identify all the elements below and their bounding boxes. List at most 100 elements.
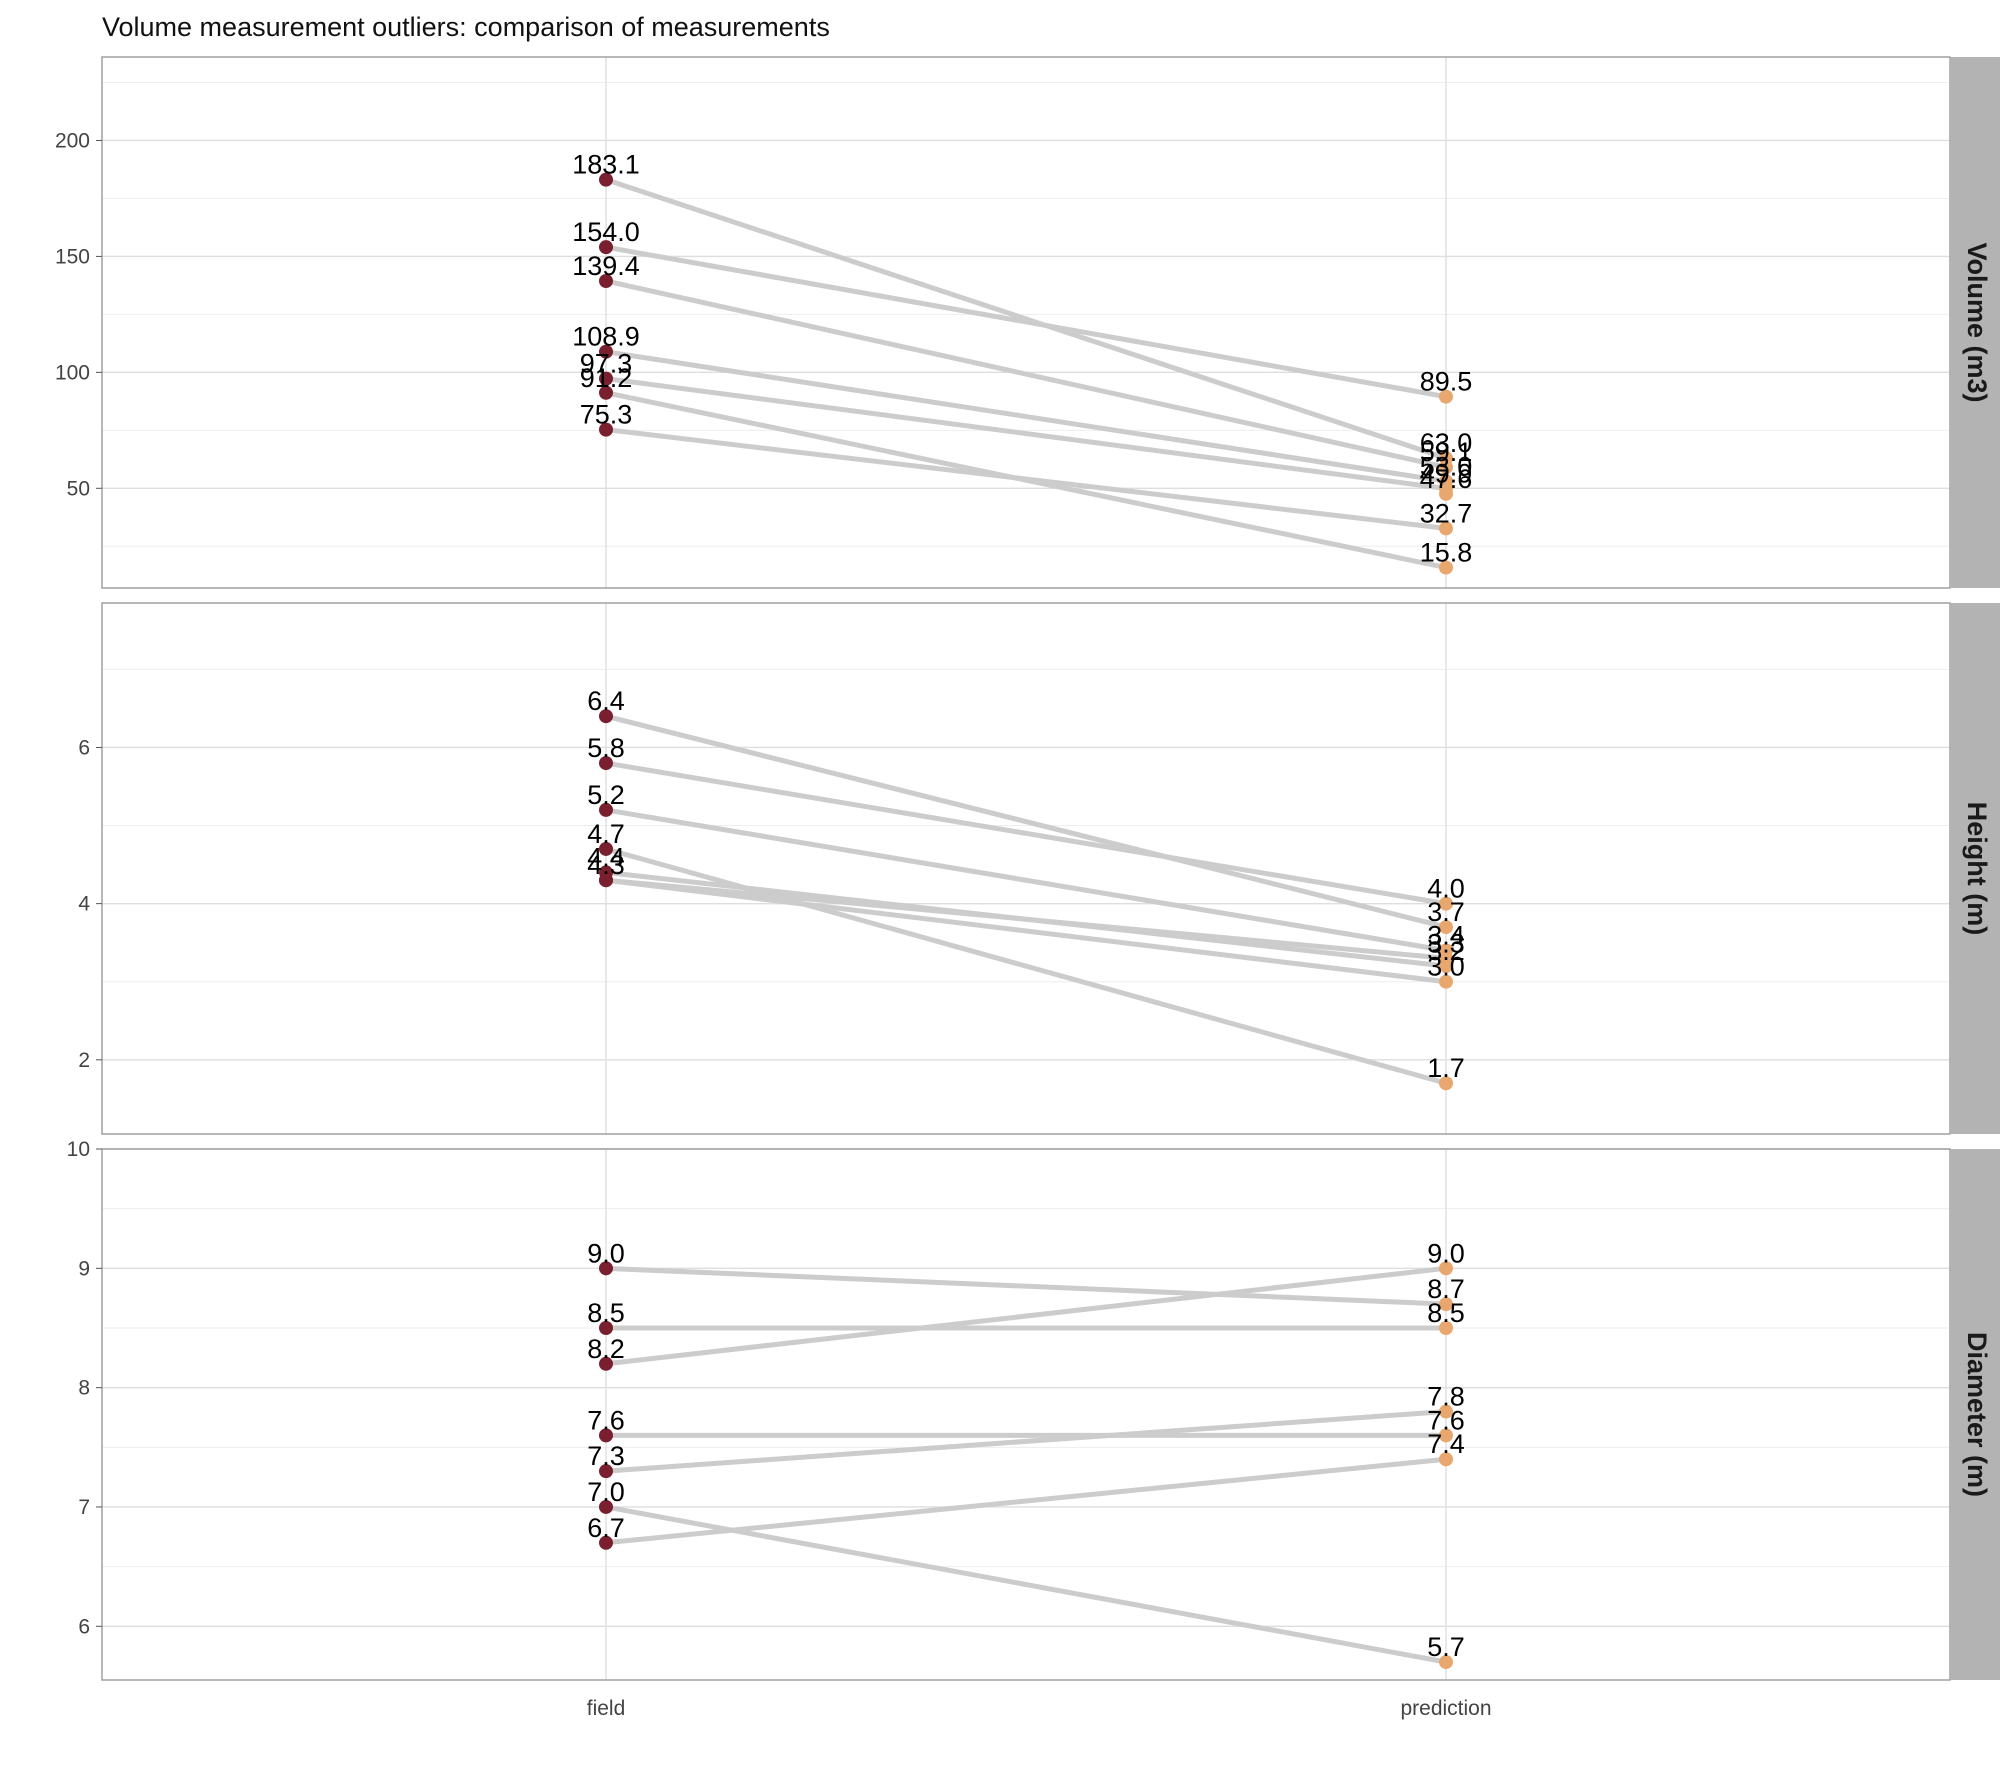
- chart-title: Volume measurement outliers: comparison …: [102, 12, 830, 42]
- connector-line: [603, 1456, 1449, 1546]
- field-point: [599, 385, 613, 400]
- y-tick-label: 200: [55, 129, 90, 152]
- connector-line: [603, 1265, 1449, 1307]
- field-point: [599, 1261, 613, 1276]
- x-tick-label-field: field: [587, 1697, 626, 1720]
- prediction-point: [1439, 1320, 1453, 1335]
- prediction-data-label: 59.1: [1420, 437, 1473, 467]
- prediction-point: [1439, 896, 1453, 911]
- prediction-data-label: 8.5: [1427, 1298, 1465, 1328]
- prediction-point: [1439, 951, 1453, 966]
- connector-line: [603, 427, 1449, 531]
- connector-line: [603, 349, 1449, 484]
- connector-line: [603, 244, 1449, 400]
- field-data-label: 5.2: [587, 780, 625, 810]
- y-tick-label: 2: [78, 1049, 90, 1072]
- connector-line: [603, 760, 1449, 907]
- y-tick-label: 10: [67, 1138, 90, 1161]
- connector-line: [603, 877, 1449, 985]
- field-point: [599, 273, 613, 288]
- prediction-data-label: 15.8: [1420, 538, 1473, 568]
- prediction-point: [1439, 486, 1453, 501]
- field-data-label: 9.0: [587, 1238, 625, 1268]
- field-data-label: 4.4: [587, 842, 625, 872]
- facet-panel-0: 50 100 150 200 Volume (m3) 183.1 63.0 154.0 89.5…: [55, 56, 2000, 589]
- field-point: [599, 873, 613, 888]
- y-tick-label: 9: [78, 1257, 90, 1280]
- field-data-label: 7.6: [587, 1405, 625, 1435]
- prediction-data-label: 7.4: [1427, 1429, 1465, 1459]
- y-tick-label: 100: [55, 361, 90, 384]
- y-tick-label: 8: [78, 1377, 90, 1400]
- prediction-data-label: 32.7: [1420, 498, 1473, 528]
- panel-background: [102, 603, 1950, 1134]
- field-data-label: 6.4: [587, 686, 625, 716]
- field-data-label: 8.5: [587, 1298, 625, 1328]
- facet-strip-label: Height (m): [1962, 802, 1992, 935]
- y-tick-label: 7: [78, 1496, 90, 1519]
- prediction-point: [1439, 1076, 1453, 1091]
- field-point: [599, 1356, 613, 1371]
- prediction-data-label: 3.3: [1427, 928, 1465, 958]
- field-point: [599, 422, 613, 437]
- prediction-data-label: 63.0: [1420, 428, 1473, 458]
- prediction-point: [1439, 1261, 1453, 1276]
- facet-strip-label: Volume (m3): [1962, 242, 1992, 402]
- prediction-data-label: 1.7: [1427, 1053, 1465, 1083]
- prediction-data-label: 47.6: [1420, 464, 1473, 494]
- prediction-point: [1439, 974, 1453, 989]
- y-tick-label: 6: [78, 736, 90, 759]
- facet-strip: [1950, 1149, 2000, 1680]
- prediction-data-label: 9.0: [1427, 1238, 1465, 1268]
- y-tick-label: 6: [78, 1615, 90, 1638]
- prediction-data-label: 53.0: [1420, 451, 1473, 481]
- field-data-label: 5.8: [587, 733, 625, 763]
- prediction-data-label: 3.0: [1427, 952, 1465, 982]
- prediction-data-label: 3.4: [1427, 920, 1465, 950]
- field-point: [599, 1320, 613, 1335]
- field-point: [599, 756, 613, 771]
- prediction-point: [1439, 1655, 1453, 1670]
- x-axis: field prediction: [587, 1697, 1492, 1720]
- connector-line: [603, 278, 1449, 470]
- field-data-label: 4.3: [587, 850, 625, 880]
- field-point: [599, 802, 613, 817]
- field-data-label: 91.2: [580, 363, 633, 393]
- y-tick-label: 150: [55, 245, 90, 268]
- prediction-data-label: 3.2: [1427, 936, 1465, 966]
- field-point: [599, 841, 613, 856]
- facet-strip: [1950, 603, 2000, 1134]
- connector-line: [603, 713, 1449, 930]
- prediction-data-label: 89.5: [1420, 367, 1473, 397]
- facet-strip-label: Diameter (m): [1962, 1332, 1992, 1497]
- y-tick-label: 50: [67, 477, 90, 500]
- field-data-label: 8.2: [587, 1334, 625, 1364]
- field-point: [599, 709, 613, 724]
- y-tick-label: 4: [78, 893, 90, 916]
- prediction-data-label: 3.7: [1427, 897, 1465, 927]
- facet-strip: [1950, 57, 2000, 588]
- connector-line: [603, 177, 1449, 461]
- prediction-point: [1439, 1428, 1453, 1443]
- field-point: [599, 240, 613, 255]
- prediction-data-label: 4.0: [1427, 874, 1465, 904]
- prediction-data-label: 7.8: [1427, 1382, 1465, 1412]
- field-data-label: 4.7: [587, 819, 625, 849]
- connector-line: [603, 376, 1449, 492]
- prediction-point: [1439, 1452, 1453, 1467]
- prediction-point: [1439, 920, 1453, 935]
- connector-line: [603, 1409, 1449, 1474]
- prediction-point: [1439, 460, 1453, 475]
- field-data-label: 108.9: [572, 322, 640, 352]
- connector-line: [603, 1504, 1449, 1665]
- field-point: [599, 1499, 613, 1514]
- x-tick-label-prediction: prediction: [1400, 1697, 1491, 1720]
- prediction-point: [1439, 1404, 1453, 1419]
- field-point: [599, 1535, 613, 1550]
- field-data-label: 6.7: [587, 1513, 625, 1543]
- field-point: [599, 371, 613, 386]
- field-point: [599, 1428, 613, 1443]
- field-data-label: 139.4: [572, 251, 640, 281]
